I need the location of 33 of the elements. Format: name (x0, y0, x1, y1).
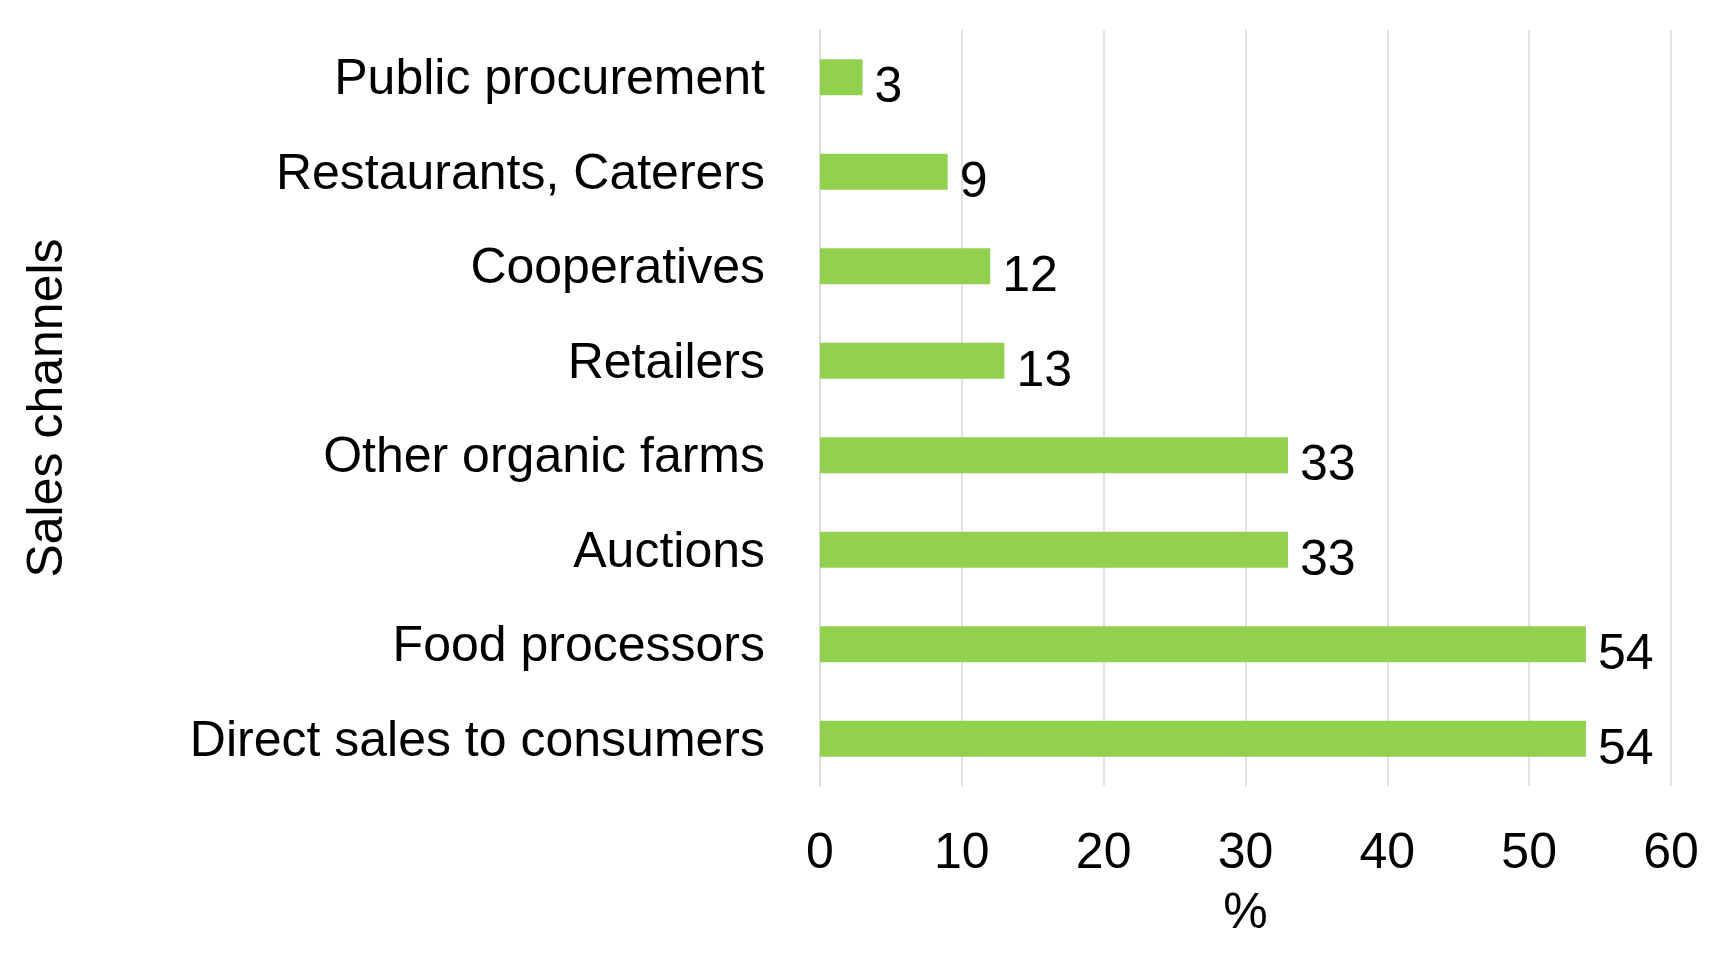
data-label: 33 (1300, 435, 1356, 492)
bar (820, 437, 1289, 474)
data-label: 9 (959, 151, 988, 208)
data-label: 54 (1597, 718, 1654, 775)
y-tick-label: Auctions (573, 521, 765, 578)
x-tick-label: 10 (934, 823, 990, 879)
x-tick-label: 40 (1359, 823, 1416, 879)
y-axis-title: Sales channels (17, 238, 73, 578)
x-tick-label: 60 (1643, 823, 1699, 879)
y-tick-label: Food processors (392, 616, 765, 673)
bar (820, 248, 991, 285)
y-tick-label: Cooperatives (470, 238, 765, 295)
bar (820, 342, 1005, 379)
x-tick-label: 0 (806, 823, 834, 879)
bar (820, 153, 948, 190)
y-tick-label: Public procurement (334, 49, 766, 106)
data-label: 3 (874, 57, 903, 114)
bar (820, 59, 863, 96)
y-tick-label: Retailers (567, 332, 765, 389)
x-tick-label: 50 (1501, 823, 1557, 879)
x-axis-title: % (1223, 883, 1268, 939)
x-tick-label: 20 (1075, 823, 1132, 879)
y-tick-label: Direct sales to consumers (189, 710, 765, 767)
data-label: 13 (1016, 340, 1073, 397)
y-tick-label: Restaurants, Caterers (275, 143, 765, 200)
bar (820, 720, 1586, 757)
data-label: 12 (1002, 246, 1058, 303)
y-tick-label: Other organic farms (323, 427, 765, 484)
data-label: 33 (1300, 529, 1356, 586)
bar (820, 531, 1289, 568)
data-label: 54 (1597, 624, 1654, 681)
bar (820, 626, 1586, 663)
x-tick-label: 30 (1217, 823, 1274, 879)
